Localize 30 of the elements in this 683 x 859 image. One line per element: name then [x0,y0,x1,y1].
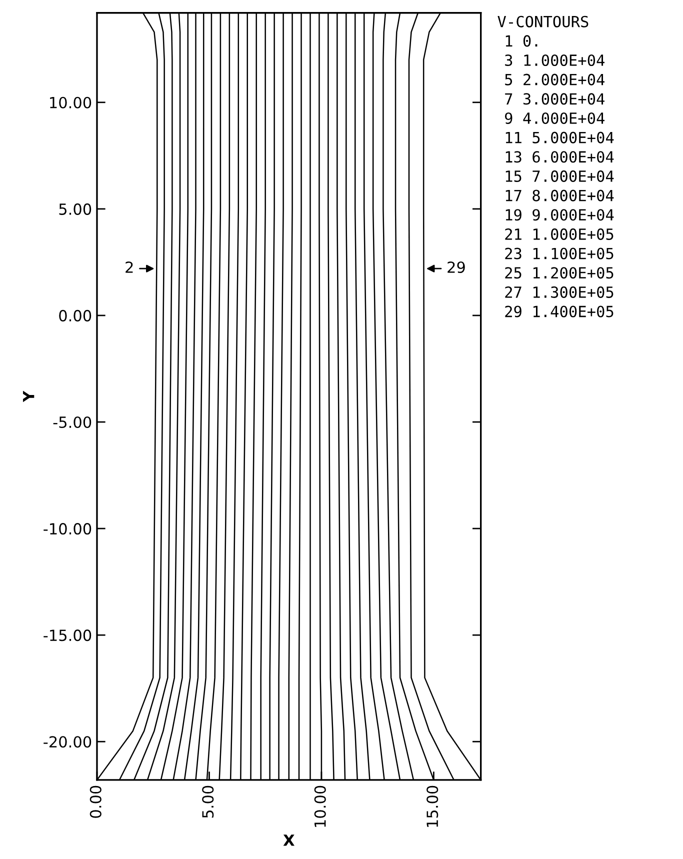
text: 23 1.100E+05 [505,248,614,260]
y-tick-label: 5.00 [59,203,92,215]
x-tick-label: 15.00 [426,786,438,827]
text: 11 5.000E+04 [506,132,614,144]
text: 3 1.000E+04 [505,54,604,66]
y-tick-label: -5.00 [53,416,92,428]
text: 27 1.300E+05 [505,286,614,298]
text: 19 9.000E+04 [506,209,614,221]
x-tick-label: 5.00 [202,786,214,818]
x-axis-title: X [283,834,294,846]
y-tick-label: 10.00 [50,96,92,108]
y-tick-label: -20.00 [44,736,92,748]
text: 21 1.000E+05 [505,228,614,240]
annotation: 2 [126,261,133,273]
annotation: 29 [448,261,465,274]
text: 25 1.200E+05 [505,267,614,279]
legend-title: V-CONTOURS [498,16,588,28]
text: 13 6.000E+04 [506,151,614,163]
text: 1 0. [506,35,538,47]
text: 17 8.000E+04 [506,190,614,202]
y-axis-title: Y [23,390,34,402]
y-tick-label: -15.00 [44,630,92,642]
text: 29 1.400E+05 [505,306,614,318]
text: 9 4.000E+04 [505,112,604,124]
text: 15 7.000E+04 [506,170,614,182]
text: 7 3.000E+04 [505,93,604,105]
y-tick-label: -10.00 [44,523,92,535]
x-tick-label: 10.00 [314,786,326,827]
y-tick-label: 0.00 [59,310,92,322]
text: 5 2.000E+04 [505,74,604,86]
